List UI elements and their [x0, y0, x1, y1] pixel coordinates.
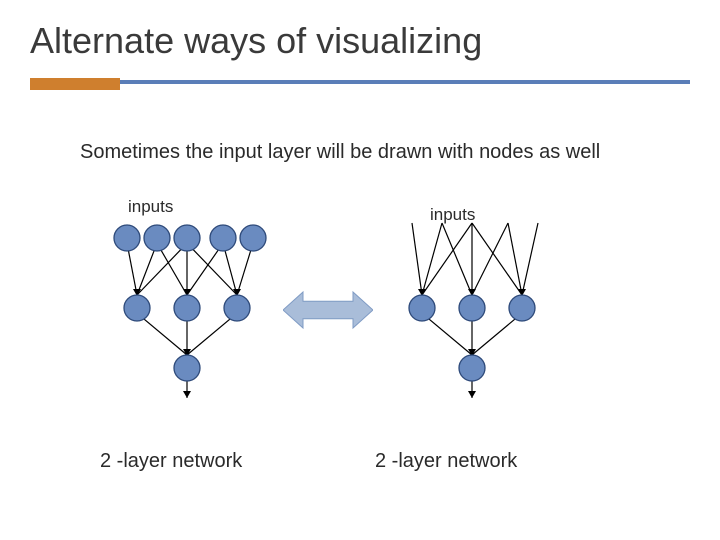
network-diagram-right [380, 218, 580, 408]
network-diagram-left [95, 218, 295, 408]
rule-orange [30, 78, 120, 90]
double-arrow-icon [283, 290, 373, 330]
body-text: Sometimes the input layer will be drawn … [80, 140, 640, 164]
rule-blue [30, 80, 690, 84]
page-title: Alternate ways of visualizing [30, 20, 482, 62]
inputs-label-left: inputs [128, 197, 173, 217]
caption-right: 2 -layer network [375, 450, 517, 473]
caption-left: 2 -layer network [100, 450, 242, 473]
